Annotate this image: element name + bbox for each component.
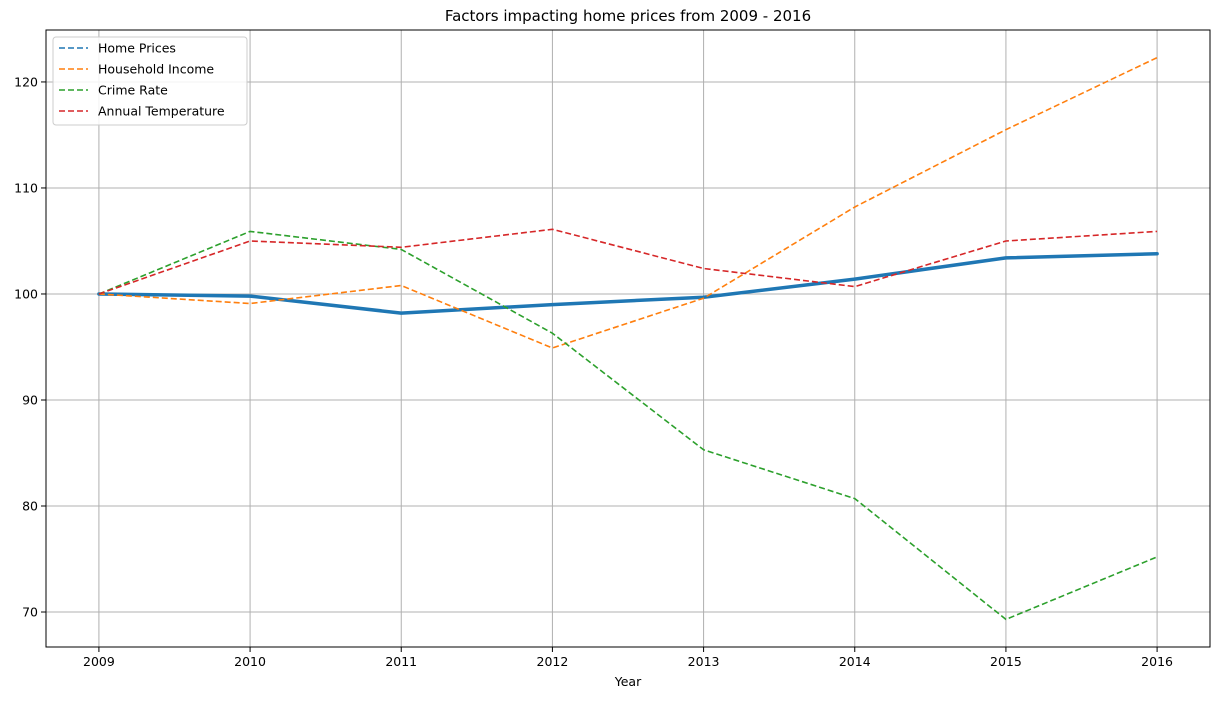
y-axis-ticks: 70 80 90 100 110 120 (14, 74, 46, 620)
y-tick-label: 110 (14, 180, 38, 195)
x-tick-label: 2011 (385, 654, 417, 669)
x-tick-label: 2015 (990, 654, 1022, 669)
y-tick-label: 100 (14, 286, 38, 301)
annual-temperature-line (98, 228, 1158, 295)
legend-box (52, 36, 248, 126)
y-tick-label: 90 (22, 392, 38, 407)
crime-rate-legend-label: Crime Rate (98, 83, 168, 98)
x-tick-label: 2013 (688, 654, 720, 669)
y-tick-label: 80 (22, 499, 38, 514)
x-tick-label: 2016 (1141, 654, 1173, 669)
x-tick-label: 2010 (234, 654, 266, 669)
grid-lines (46, 30, 1210, 647)
annual-temperature-legend-label: Annual Temperature (98, 104, 225, 119)
series-lines (97, 56, 1159, 621)
x-tick-label: 2014 (839, 654, 871, 669)
legend-entries: Home Prices Household Income Crime Rate Ann… (59, 41, 225, 119)
legend: Home Prices Household Income Crime Rate Ann… (52, 36, 248, 126)
home-prices-legend-label: Home Prices (98, 41, 176, 56)
household-income-legend-label: Household Income (98, 62, 214, 77)
crime-rate-line (98, 230, 1158, 621)
x-axis-ticks: 2009 2010 2011 2012 2013 2014 2015 2016 (83, 647, 1173, 669)
x-tick-label: 2012 (537, 654, 569, 669)
chart-title: Factors impacting home prices from 2009 … (445, 7, 811, 25)
y-tick-label: 70 (22, 605, 38, 620)
x-tick-label: 2009 (83, 654, 115, 669)
plot-frame (45, 29, 1211, 648)
y-tick-label: 120 (14, 74, 38, 89)
home-prices-line (97, 251, 1159, 315)
x-axis-label: Year (614, 674, 642, 689)
household-income-line (98, 56, 1158, 349)
